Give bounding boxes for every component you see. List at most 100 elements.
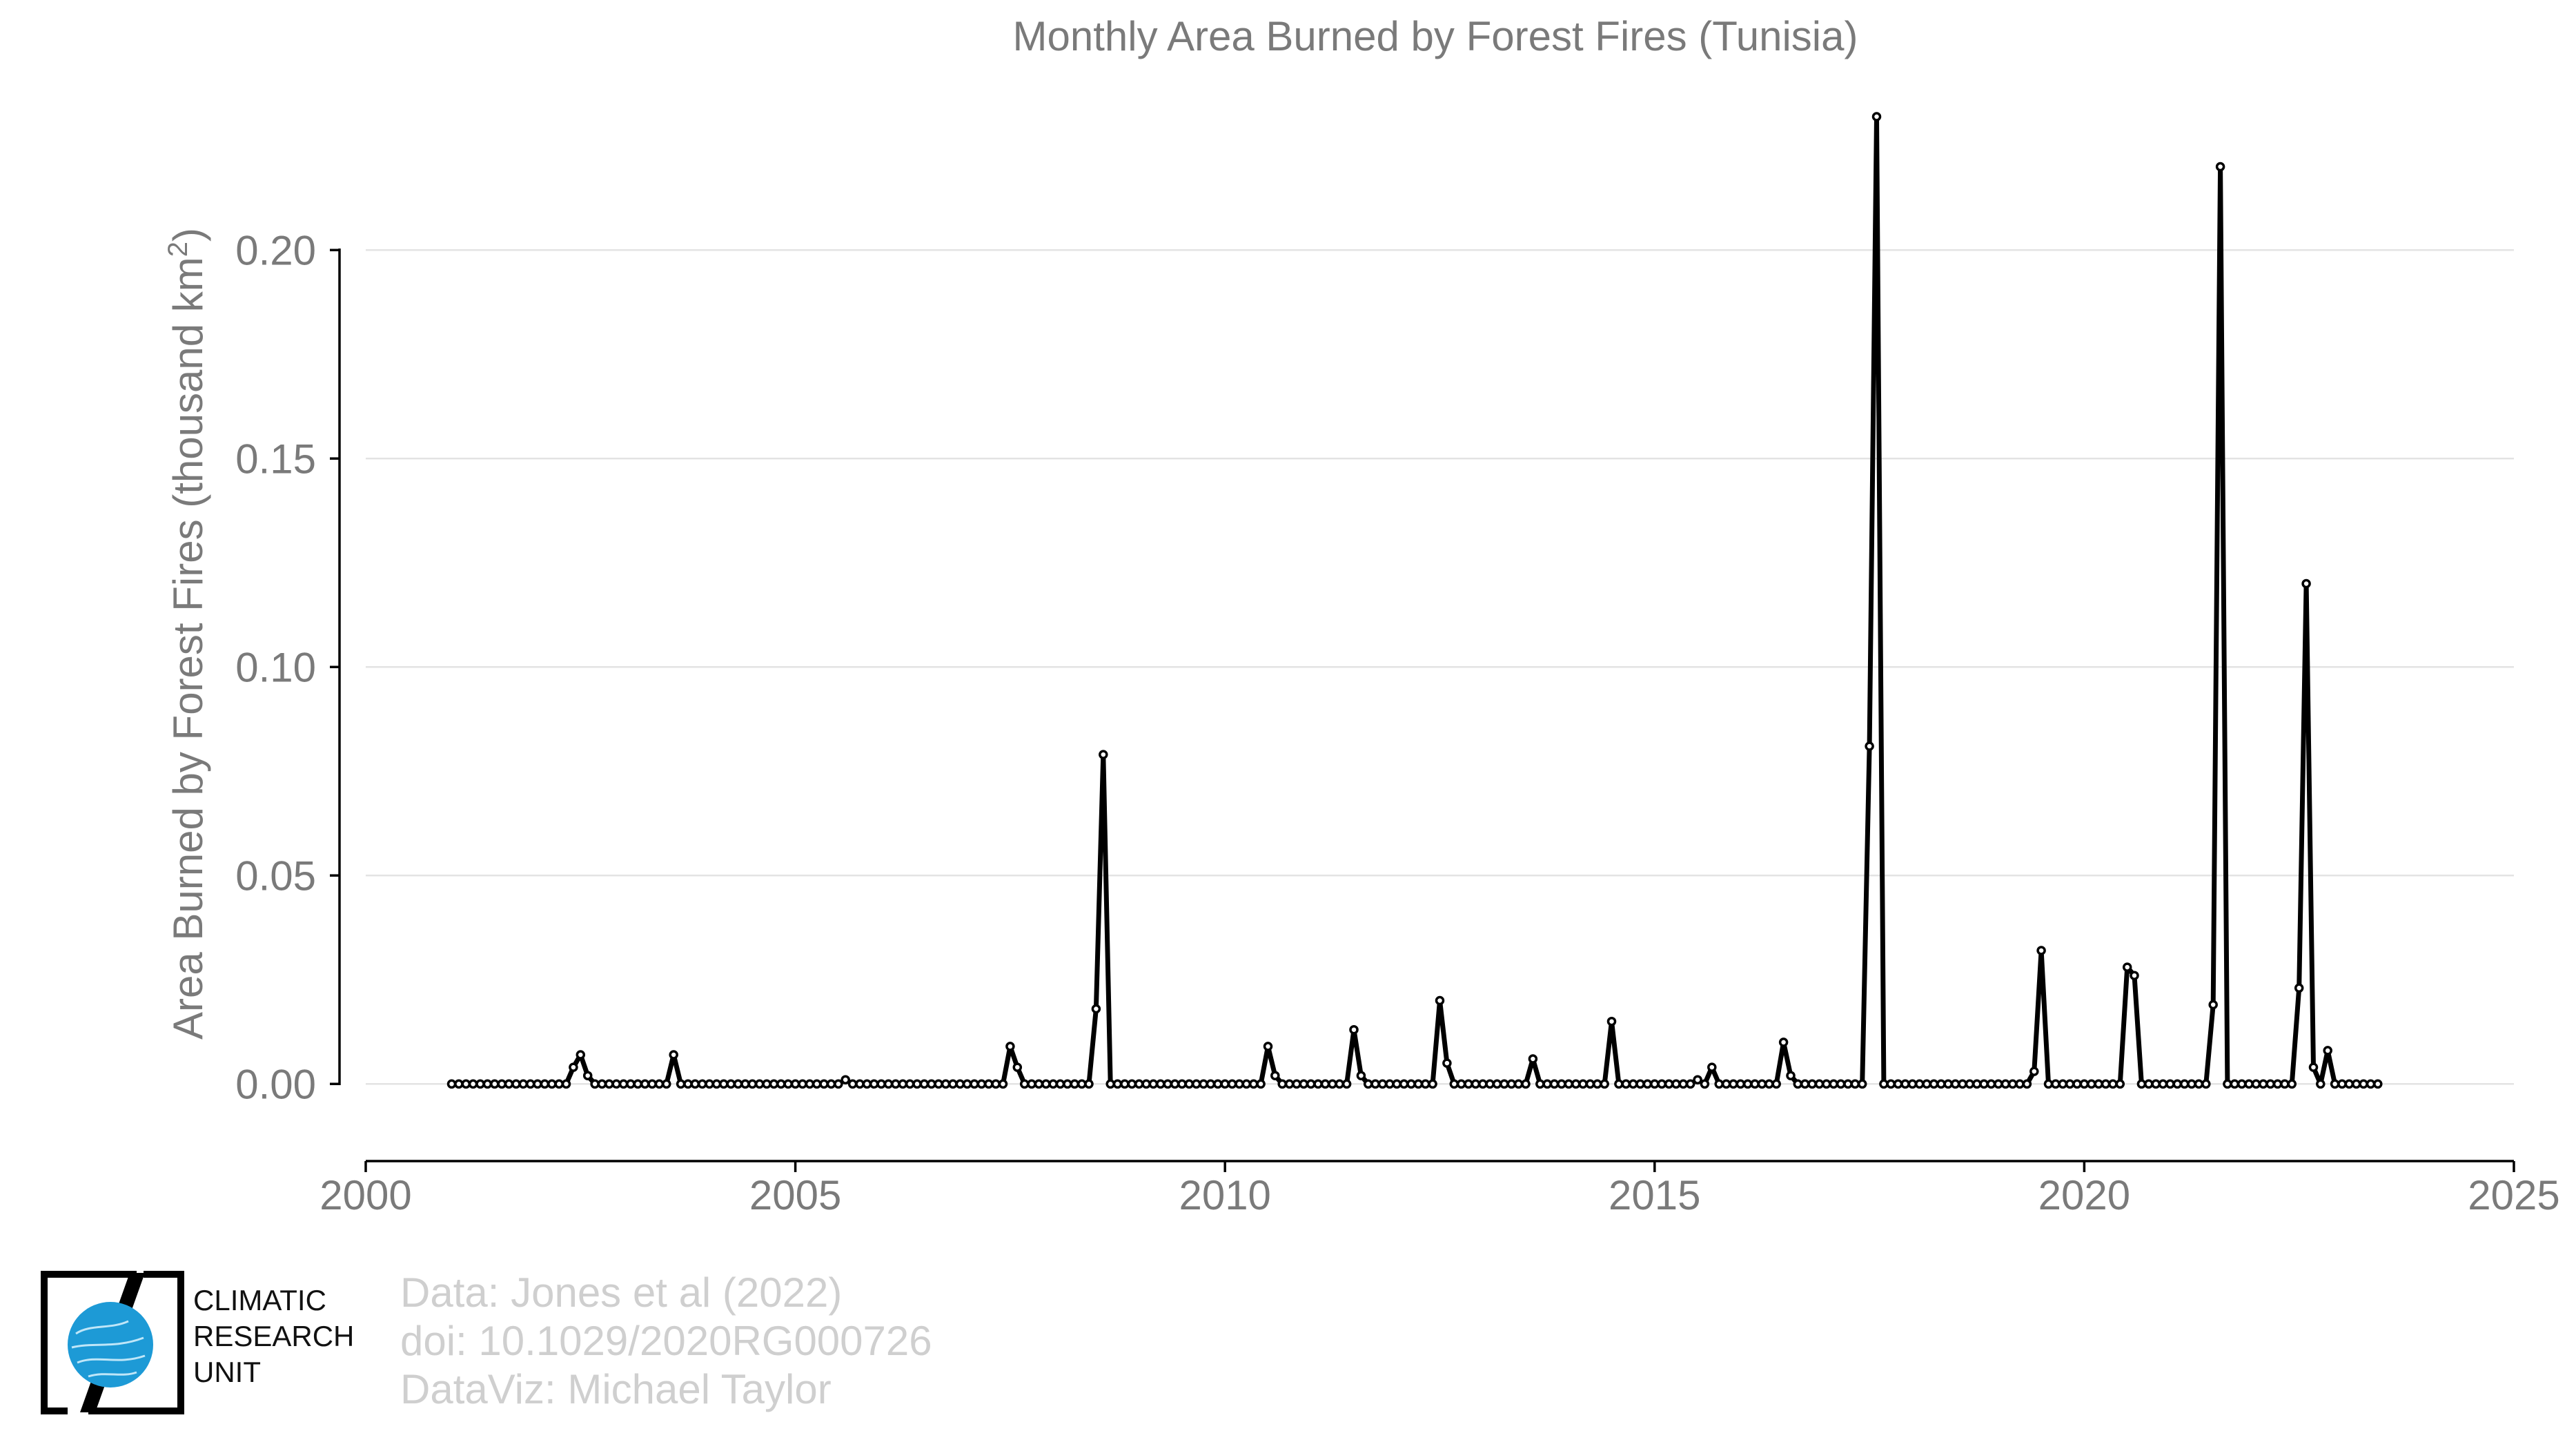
data-point — [1292, 1079, 1301, 1089]
data-point — [1764, 1079, 1774, 1089]
data-point — [1356, 1071, 1366, 1080]
data-point — [1277, 1079, 1287, 1089]
data-point — [798, 1079, 807, 1089]
data-point — [840, 1075, 850, 1084]
data-point — [1141, 1079, 1151, 1089]
data-point — [1642, 1079, 1653, 1089]
data-point — [569, 1062, 578, 1072]
data-point — [2366, 1079, 2376, 1089]
data-point — [2087, 1079, 2096, 1089]
data-point — [2058, 1079, 2068, 1089]
data-point — [740, 1079, 750, 1089]
data-point — [547, 1079, 557, 1089]
series-line — [451, 114, 2378, 1087]
data-point — [1986, 1079, 1996, 1089]
data-point — [2359, 1079, 2368, 1089]
data-point — [611, 1079, 621, 1089]
data-point — [2323, 1046, 2332, 1055]
data-point — [2179, 1079, 2190, 1089]
data-point — [927, 1079, 936, 1089]
data-point — [1091, 1004, 1101, 1014]
data-point — [1041, 1079, 1051, 1089]
data-point — [1742, 1079, 1753, 1089]
cru-logo: CLIMATIC RESEARCH UNIT — [40, 1270, 364, 1415]
y-tick-label: 0.05 — [235, 853, 316, 899]
data-point — [1306, 1079, 1316, 1089]
data-point — [726, 1079, 736, 1089]
data-point — [1299, 1079, 1309, 1089]
data-point — [1678, 1079, 1689, 1089]
data-point — [2036, 946, 2046, 955]
data-point — [1829, 1079, 1838, 1089]
data-point — [2280, 1079, 2290, 1089]
data-point — [1235, 1079, 1244, 1089]
data-point — [461, 1079, 471, 1089]
data-point — [640, 1079, 650, 1089]
y-axis-label: Area Burned by Forest Fires (thousand km… — [163, 228, 211, 1040]
data-point — [1191, 1079, 1201, 1089]
data-point — [919, 1079, 930, 1089]
data-point — [1535, 1079, 1545, 1089]
data-point — [676, 1079, 686, 1089]
data-point — [533, 1079, 542, 1089]
data-point — [769, 1079, 779, 1089]
data-point — [855, 1079, 865, 1089]
data-point — [554, 1079, 564, 1089]
data-point — [1606, 1016, 1617, 1026]
data-point — [1213, 1079, 1223, 1089]
data-point — [540, 1079, 550, 1089]
data-point — [2165, 1079, 2175, 1089]
data-point — [2351, 1079, 2361, 1089]
y-tick-label: 0.15 — [235, 436, 316, 482]
data-point — [1513, 1079, 1524, 1089]
data-point — [955, 1079, 965, 1089]
data-point — [1850, 1079, 1860, 1089]
data-point — [2043, 1079, 2054, 1089]
y-tick-label: 0.00 — [235, 1061, 316, 1107]
data-point — [1363, 1079, 1373, 1089]
data-point — [805, 1079, 815, 1089]
y-axis-label-suffix: ) — [165, 228, 211, 242]
data-point — [905, 1079, 915, 1089]
data-point — [2130, 971, 2139, 980]
data-point — [1879, 1079, 1889, 1089]
data-point — [2151, 1079, 2161, 1089]
data-point — [1227, 1079, 1237, 1089]
data-point — [1112, 1079, 1123, 1089]
data-point — [2373, 1079, 2383, 1089]
data-point — [2201, 1079, 2211, 1089]
data-point — [2144, 1079, 2154, 1089]
data-point — [2265, 1079, 2275, 1089]
data-point — [2115, 1079, 2125, 1089]
data-point — [1557, 1079, 1566, 1089]
x-tick-label: 2005 — [749, 1172, 841, 1218]
data-point — [2259, 1079, 2268, 1089]
data-point — [1464, 1079, 1473, 1089]
data-point — [790, 1079, 800, 1089]
data-point — [1435, 995, 1445, 1006]
data-point — [2072, 1079, 2082, 1089]
y-axis-label-superscript: 2 — [163, 242, 193, 257]
data-credits: Data: Jones et al (2022) doi: 10.1029/20… — [400, 1269, 932, 1414]
data-point — [1922, 1079, 1931, 1089]
data-point — [1614, 1079, 1624, 1089]
data-point — [2051, 1079, 2061, 1089]
data-point — [1019, 1079, 1030, 1089]
data-point — [1521, 1079, 1531, 1089]
data-point — [991, 1079, 1001, 1089]
data-point — [2344, 1079, 2354, 1089]
data-point — [1406, 1079, 1416, 1089]
data-point — [941, 1079, 951, 1089]
data-point — [1163, 1079, 1172, 1089]
data-point — [1241, 1079, 1252, 1089]
data-point — [1871, 112, 1882, 121]
data-point — [1270, 1071, 1280, 1080]
data-point — [1148, 1079, 1159, 1089]
data-point — [970, 1079, 979, 1089]
data-point — [705, 1079, 714, 1089]
data-point — [1929, 1079, 1939, 1089]
data-point — [604, 1079, 614, 1089]
data-point — [934, 1079, 943, 1089]
data-point — [504, 1079, 514, 1089]
